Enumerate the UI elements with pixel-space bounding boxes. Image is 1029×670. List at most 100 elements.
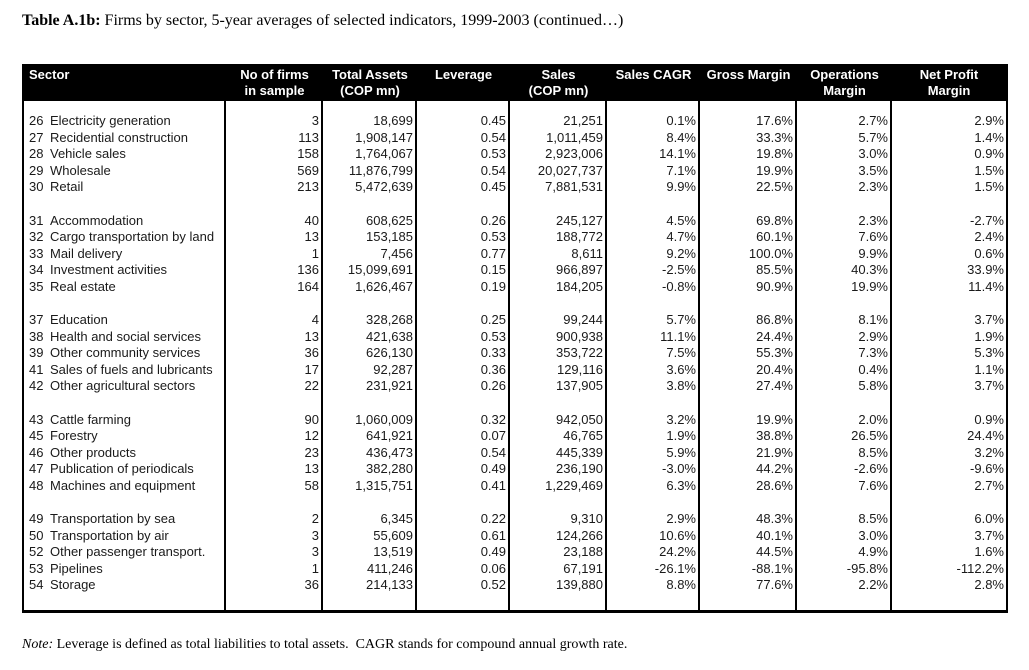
sector-code: 41 bbox=[29, 361, 44, 377]
value-cell: 1,315,751 bbox=[323, 477, 417, 494]
spacer-cell bbox=[510, 195, 607, 213]
sector-name: Other community services bbox=[50, 345, 201, 360]
firms-by-sector-table: Sector No of firms in sample Total Assets (C… bbox=[22, 64, 1008, 613]
table-note-label: Note: bbox=[22, 637, 54, 652]
value-cell: 44.5% bbox=[700, 544, 797, 561]
value-cell: 0.1% bbox=[607, 113, 700, 130]
spacer-cell bbox=[323, 295, 417, 312]
value-cell: 231,921 bbox=[323, 378, 417, 395]
value-cell: -2.7% bbox=[970, 212, 1004, 228]
value-cell: 0.77 bbox=[417, 245, 510, 262]
sector-code: 34 bbox=[29, 262, 44, 277]
value-cell: 24.4% bbox=[967, 428, 1004, 443]
value-cell: 0.26 bbox=[417, 378, 510, 395]
sector-code: 33 bbox=[29, 245, 44, 261]
value-cell: 5.9% bbox=[607, 444, 700, 461]
value-cell: 213 bbox=[226, 179, 323, 196]
value-cell: 569 bbox=[226, 162, 323, 179]
value-cell: 6.3% bbox=[607, 477, 700, 494]
sector-name: Accommodation bbox=[50, 212, 144, 228]
value-cell: 2.2% bbox=[797, 577, 892, 594]
table-header-row: Sector No of firms in sample Total Assets (C… bbox=[22, 64, 1008, 101]
sector-name: Recidential construction bbox=[50, 129, 189, 145]
value-cell: 0.15 bbox=[417, 262, 510, 279]
spacer-cell bbox=[700, 195, 797, 213]
sector-code: 42 bbox=[29, 378, 44, 393]
value-cell: 69.8% bbox=[700, 212, 797, 229]
spacer-cell bbox=[510, 394, 607, 412]
sector-name: Storage bbox=[50, 577, 96, 592]
value-cell: 24.2% bbox=[607, 544, 700, 561]
table-row-sector-41: 41 Sales of fuels and lubricants 17 92,287 0… bbox=[24, 361, 1006, 378]
table-row-sector-26: 26 Electricity generation 3 18,699 0.45 21,25… bbox=[24, 113, 1006, 130]
sector-name: Retail bbox=[50, 179, 84, 194]
sector-cell: 50 Transportation by air bbox=[24, 527, 226, 544]
sector-code: 54 bbox=[29, 577, 44, 592]
table-row-sector-35: 35 Real estate 164 1,626,467 0.19 184,205 -0.8… bbox=[24, 278, 1006, 295]
value-cell: 86.8% bbox=[700, 312, 797, 329]
sector-cell: 31 Accommodation bbox=[24, 212, 226, 229]
value-cell: 2.9% bbox=[974, 113, 1004, 128]
table-row-sector-54: 54 Storage 36 214,133 0.52 139,880 8.8% 77.6% 2.… bbox=[24, 577, 1006, 594]
value-cell: 24.4% bbox=[700, 328, 797, 345]
spacer-cell bbox=[607, 494, 700, 511]
spacer-cell bbox=[892, 395, 1006, 412]
spacer-cell bbox=[607, 394, 700, 412]
group-separator-row bbox=[24, 295, 1006, 312]
value-cell: 6.0% bbox=[974, 511, 1004, 526]
table-row-sector-42: 42 Other agricultural sectors 22 231,921 0.2… bbox=[24, 378, 1006, 395]
value-cell: 3.7% bbox=[974, 312, 1004, 327]
value-cell: 13 bbox=[226, 328, 323, 345]
sector-cell: 49 Transportation by sea bbox=[24, 511, 226, 528]
value-cell: 17 bbox=[226, 361, 323, 378]
value-cell: 40.1% bbox=[700, 527, 797, 544]
sector-code: 50 bbox=[29, 527, 44, 543]
spacer-cell bbox=[892, 594, 1006, 610]
value-cell: 2.3% bbox=[797, 212, 892, 229]
value-cell: 8.8% bbox=[607, 577, 700, 594]
sector-code: 39 bbox=[29, 345, 44, 360]
spacer-cell bbox=[417, 593, 510, 610]
value-cell: 3.7% bbox=[974, 378, 1004, 393]
value-cell: 4 bbox=[226, 312, 323, 329]
value-cell: 9.9% bbox=[607, 179, 700, 196]
table-row-sector-39: 39 Other community services 36 626,130 0.33 3… bbox=[24, 345, 1006, 362]
header-cell-operations: Operations Margin bbox=[810, 67, 879, 98]
value-cell: 0.32 bbox=[417, 411, 510, 428]
value-cell: 1.5% bbox=[974, 162, 1004, 178]
value-cell: 8.4% bbox=[607, 129, 700, 146]
sector-cell: 42 Other agricultural sectors bbox=[24, 378, 226, 395]
value-cell: 158 bbox=[226, 146, 323, 163]
table-row-sector-52: 52 Other passenger transport. 3 13,519 0.49 2… bbox=[24, 544, 1006, 561]
spacer-cell bbox=[797, 295, 892, 312]
spacer-cell bbox=[797, 593, 892, 610]
value-cell: -9.6% bbox=[970, 461, 1004, 476]
value-cell: 0.22 bbox=[417, 511, 510, 528]
value-cell: 3.7% bbox=[974, 527, 1004, 543]
value-cell: 14.1% bbox=[607, 146, 700, 163]
table-row-sector-53: 53 Pipelines 1 411,246 0.06 67,191 -26.1% -88.1… bbox=[24, 560, 1006, 577]
table-row-sector-38: 38 Health and social services 13 421,638 0.5… bbox=[24, 328, 1006, 345]
value-cell: 20,027,737 bbox=[510, 162, 607, 179]
header-cell-no-of-firms: No of firms in sample bbox=[240, 67, 309, 98]
value-cell: 0.06 bbox=[417, 560, 510, 577]
header-cell-leverage: Leverage bbox=[434, 67, 493, 82]
value-cell: 3 bbox=[226, 113, 323, 130]
spacer-cell bbox=[797, 394, 892, 412]
sector-code: 45 bbox=[29, 428, 44, 443]
table-row-sector-46: 46 Other products 23 436,473 0.54 445,339 5.9%… bbox=[24, 444, 1006, 461]
value-cell: 0.9% bbox=[974, 146, 1004, 161]
value-cell: 33.3% bbox=[700, 129, 797, 146]
sector-cell: 43 Cattle farming bbox=[24, 411, 226, 428]
value-cell: 23 bbox=[226, 444, 323, 461]
value-cell: 0.36 bbox=[417, 361, 510, 378]
value-cell: 2.9% bbox=[797, 328, 892, 345]
spacer-cell bbox=[323, 593, 417, 610]
value-cell: 7.5% bbox=[607, 345, 700, 362]
value-cell: 445,339 bbox=[510, 444, 607, 461]
value-cell: 36 bbox=[226, 345, 323, 362]
value-cell: 9.9% bbox=[797, 245, 892, 262]
sector-name: Cattle farming bbox=[50, 411, 131, 427]
value-cell: 2.9% bbox=[607, 511, 700, 528]
value-cell: 19.8% bbox=[700, 146, 797, 163]
